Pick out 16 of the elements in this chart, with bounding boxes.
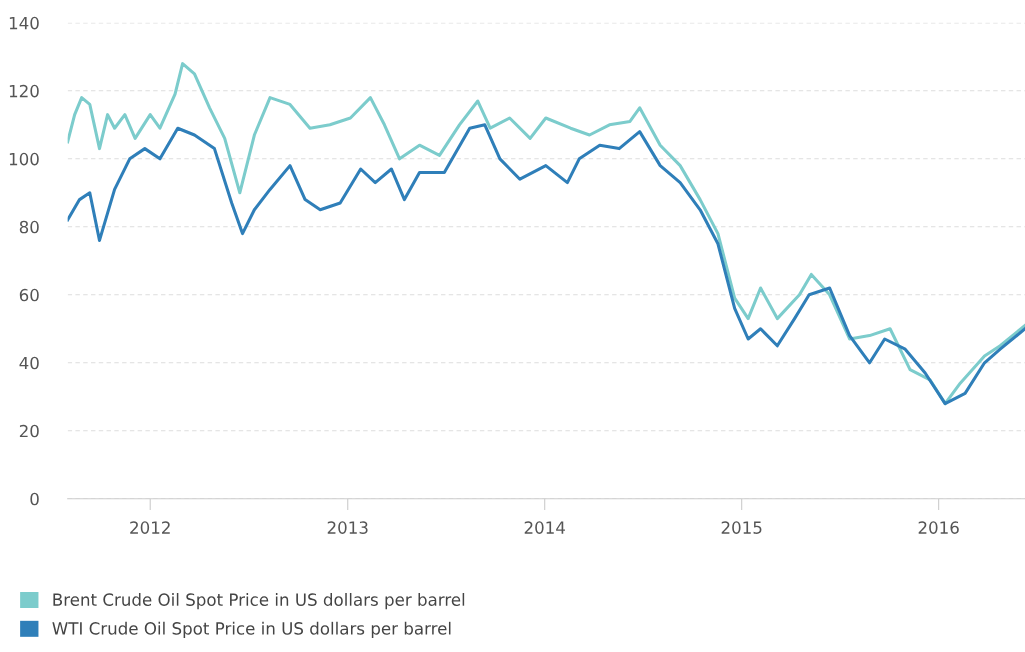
x-tick-label: 2012: [130, 521, 170, 534]
y-tick-label: 100: [9, 152, 39, 166]
y-tick-label: 140: [9, 16, 39, 30]
y-tick-label: 60: [19, 288, 39, 302]
y-tick-label: 40: [19, 356, 39, 370]
y-tick-label: 20: [19, 424, 39, 438]
x-tick-label: 2015: [721, 521, 762, 534]
y-tick-label: 0: [30, 492, 39, 506]
legend-label: Brent Crude Oil Spot Price in US dollars per barrel: [53, 593, 465, 610]
x-tick-label: 2016: [918, 521, 959, 534]
x-tick-label: 2014: [524, 521, 565, 534]
line-series: [67, 123, 1025, 406]
y-tick-label: 80: [19, 220, 39, 234]
x-tick-label: 2013: [327, 521, 368, 534]
y-tick-label: 120: [9, 84, 39, 98]
legend-label: WTI Crude Oil Spot Price in US dollars per barrel: [52, 621, 451, 638]
